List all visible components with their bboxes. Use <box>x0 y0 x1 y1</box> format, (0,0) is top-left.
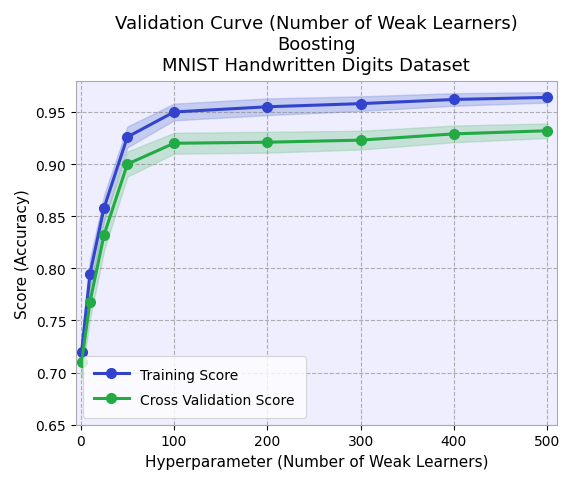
Cross Validation Score <box>357 138 364 144</box>
Cross Validation Score <box>86 299 93 305</box>
Training Score <box>124 135 131 141</box>
Training Score <box>101 206 108 212</box>
Training Score <box>544 95 551 101</box>
Line: Training Score: Training Score <box>77 93 552 357</box>
Cross Validation Score <box>78 360 85 365</box>
Training Score <box>86 271 93 277</box>
Line: Cross Validation Score: Cross Validation Score <box>77 127 552 367</box>
Cross Validation Score <box>124 162 131 167</box>
Training Score <box>78 349 85 355</box>
Training Score <box>264 105 271 110</box>
Cross Validation Score <box>544 129 551 135</box>
Cross Validation Score <box>170 141 177 147</box>
Legend: Training Score, Cross Validation Score: Training Score, Cross Validation Score <box>83 357 305 418</box>
Cross Validation Score <box>101 233 108 239</box>
Y-axis label: Score (Accuracy): Score (Accuracy) <box>15 188 30 318</box>
Training Score <box>450 97 457 103</box>
X-axis label: Hyperparameter (Number of Weak Learners): Hyperparameter (Number of Weak Learners) <box>145 454 488 469</box>
Training Score <box>357 102 364 107</box>
Title: Validation Curve (Number of Weak Learners)
Boosting
MNIST Handwritten Digits Dat: Validation Curve (Number of Weak Learner… <box>115 15 518 75</box>
Cross Validation Score <box>450 132 457 137</box>
Cross Validation Score <box>264 140 271 146</box>
Training Score <box>170 110 177 116</box>
